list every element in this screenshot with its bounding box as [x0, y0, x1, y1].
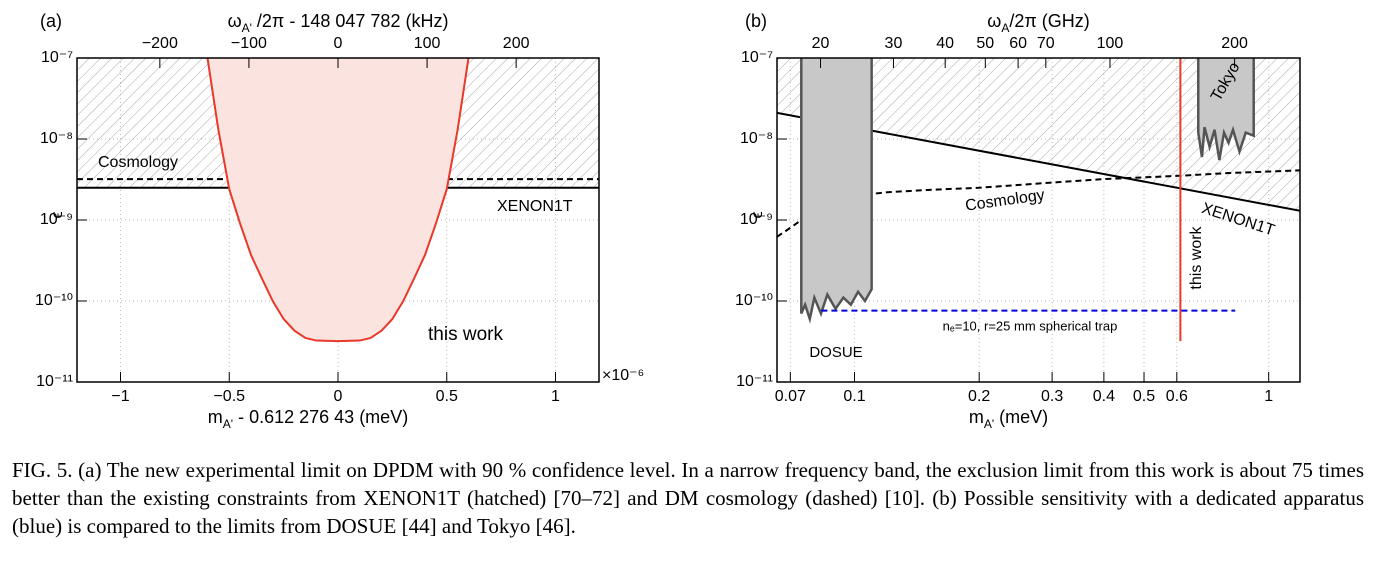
series-label: Cosmology	[98, 154, 178, 171]
y-tick-label: 10⁻⁹	[40, 211, 73, 228]
y-tick-label: 10⁻⁸	[40, 130, 73, 147]
x-tick-label: 0.1	[843, 388, 865, 405]
caption: FIG. 5. (a) The new experimental limit o…	[12, 458, 1364, 538]
x2-tick-label: 100	[414, 35, 441, 52]
y-axis-label: ϵ	[749, 211, 766, 218]
figure: XENON1T Cosmology this work −1 −0.5 0 0.5 1 −200…	[35, 11, 1301, 431]
y-tick-label: 10⁻⁸	[740, 130, 773, 147]
axis-label: mA' - 0.612 276 43 (meV)	[208, 407, 408, 431]
x-tick-label: 0.4	[1093, 388, 1115, 405]
axis-label-part: A'	[223, 417, 233, 431]
x2-tick-label: 200	[503, 35, 530, 52]
region	[207, 58, 469, 342]
x-tick-label: 0	[334, 388, 343, 405]
y-tick-label: 10⁻⁹	[740, 211, 773, 228]
x2-tick-label: 60	[1009, 35, 1027, 52]
axis-label-part: A'	[984, 417, 994, 431]
axis-label: ωA/2π (GHz)	[987, 11, 1090, 35]
series-label: XENON1T	[497, 198, 573, 215]
axis-label: ωA' /2π - 148 047 782 (kHz)	[228, 11, 449, 35]
x-multiplier: ×10⁻⁶	[602, 367, 644, 384]
x-tick-label: 1	[1264, 388, 1273, 405]
panel-label: (a)	[40, 11, 62, 31]
x-tick-label: 0.2	[968, 388, 990, 405]
axis-label-part: m	[208, 407, 223, 427]
x-tick-label: 0.07	[775, 388, 806, 405]
region	[801, 58, 872, 319]
series-group	[77, 58, 599, 343]
axis-label-part: ω	[987, 11, 1001, 31]
series-line	[800, 58, 873, 324]
x-tick-label: 0.5	[1133, 388, 1155, 405]
axis-label-part: /2π (GHz)	[1009, 11, 1089, 31]
x-tick-label: −1	[111, 388, 129, 405]
axis-label: mA' (meV)	[969, 407, 1048, 431]
y-tick-label: 10⁻¹⁰	[35, 292, 73, 309]
x2-tick-label: 50	[976, 35, 994, 52]
x2-tick-label: 30	[885, 35, 903, 52]
axis-label-part: A'	[242, 21, 252, 35]
x2-tick-label: 100	[1097, 35, 1124, 52]
axis-label-part: m	[969, 407, 984, 427]
x-tick-label: 0.6	[1166, 388, 1188, 405]
y-tick-label: 10⁻¹¹	[36, 373, 73, 390]
series-group	[777, 58, 1300, 342]
region	[777, 58, 1300, 211]
series-label: this work	[428, 324, 503, 345]
axis-label-part: ω	[228, 11, 242, 31]
series-line	[1197, 58, 1255, 161]
x2-tick-label: −200	[142, 35, 178, 52]
y-axis-label: ϵ	[49, 211, 66, 218]
x-tick-label: 1	[551, 388, 560, 405]
y-tick-label: 10⁻⁷	[41, 49, 73, 66]
series-label: DOSUE	[809, 344, 862, 361]
series-label: this work	[1188, 225, 1205, 289]
x2-tick-label: 0	[334, 35, 343, 52]
x2-tick-label: 70	[1037, 35, 1055, 52]
x-tick-label: −0.5	[213, 388, 245, 405]
axis-label-part: /2π - 148 047 782 (kHz)	[252, 11, 449, 31]
series-label: nₑ=10, r=25 mm spherical trap	[943, 318, 1118, 333]
axis-label-part: (meV)	[994, 407, 1048, 427]
axis-label-part: A	[1001, 21, 1009, 35]
x2-tick-label: 200	[1221, 35, 1248, 52]
x2-tick-label: −100	[231, 35, 267, 52]
x2-tick-label: 20	[812, 35, 830, 52]
x2-tick-label: 40	[936, 35, 954, 52]
axis-label-part: - 0.612 276 43 (meV)	[233, 407, 408, 427]
y-tick-label: 10⁻¹⁰	[735, 292, 773, 309]
y-tick-label: 10⁻⁷	[741, 49, 773, 66]
panel-label: (b)	[745, 11, 767, 31]
x-tick-label: 0.3	[1041, 388, 1063, 405]
x-tick-label: 0.5	[436, 388, 458, 405]
y-tick-label: 10⁻¹¹	[736, 373, 773, 390]
series-line	[206, 58, 470, 343]
